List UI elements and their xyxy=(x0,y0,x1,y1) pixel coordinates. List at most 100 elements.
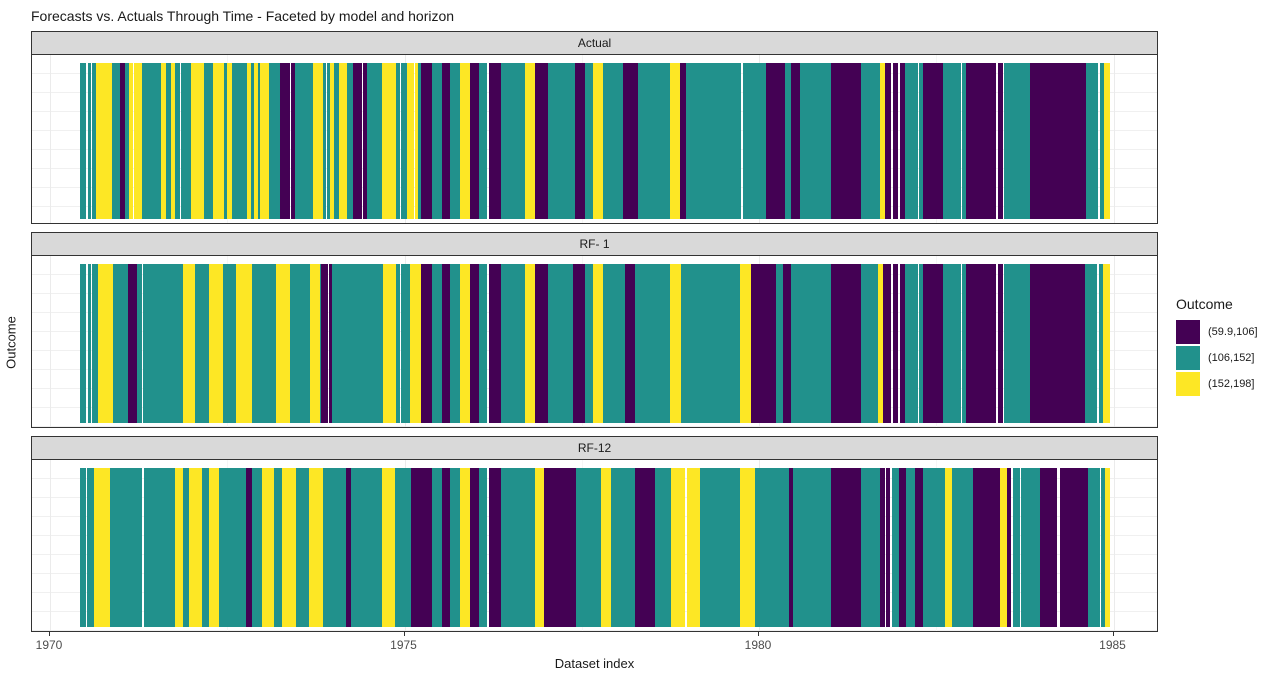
tile-run xyxy=(273,468,282,627)
tile-run xyxy=(655,468,671,627)
tile-run xyxy=(353,63,362,219)
tile-run xyxy=(420,63,432,219)
facet-panel-rf1 xyxy=(31,255,1158,428)
tile-run xyxy=(488,63,501,219)
facet-strip-rf1: RF- 1 xyxy=(31,232,1158,256)
tile-band xyxy=(32,264,1157,423)
tile-run xyxy=(339,63,347,219)
major-gridline xyxy=(50,55,51,223)
tile-run xyxy=(488,264,501,423)
tile-run xyxy=(183,468,189,627)
tile-run xyxy=(742,63,766,219)
tile-run xyxy=(535,468,544,627)
tile-run xyxy=(182,264,195,423)
tile-run xyxy=(755,468,789,627)
facet-strip-label: RF- 1 xyxy=(579,237,610,251)
tile-run xyxy=(501,264,525,423)
tile-run xyxy=(469,63,479,219)
tile-run xyxy=(923,468,945,627)
tile-run xyxy=(1103,264,1110,423)
tile-run xyxy=(534,63,548,219)
tile-run xyxy=(441,468,450,627)
tile-run xyxy=(906,468,915,627)
legend-items: (59.9,106] (106,152] (152,198] xyxy=(1172,320,1278,396)
tile-run xyxy=(534,264,548,423)
tile-run xyxy=(262,468,274,627)
tile-run xyxy=(219,468,246,627)
tile-run xyxy=(501,63,525,219)
tile-run xyxy=(501,468,535,627)
tile-run xyxy=(952,468,973,627)
tile-run xyxy=(80,63,86,219)
tile-run xyxy=(740,468,755,627)
major-gridline xyxy=(1113,460,1115,631)
tile-run xyxy=(899,468,906,627)
tile-run xyxy=(891,468,899,627)
tile-run xyxy=(592,63,603,219)
x-tick-label: 1970 xyxy=(35,638,63,652)
tile-run xyxy=(478,264,487,423)
tile-run xyxy=(97,264,113,423)
tile-run xyxy=(401,264,410,423)
tile-run xyxy=(246,63,251,219)
tile-run xyxy=(879,63,885,219)
tile-run xyxy=(294,63,313,219)
tile-run xyxy=(547,63,575,219)
tile-run xyxy=(923,63,943,219)
tile-run xyxy=(478,468,487,627)
tile-run xyxy=(165,63,171,219)
tile-run xyxy=(143,264,183,423)
x-tick-mark xyxy=(758,632,759,636)
tile-run xyxy=(111,63,120,219)
tile-run xyxy=(1004,63,1030,219)
facet-rf12: RF-12 xyxy=(31,436,1158,632)
facet-actual: Actual xyxy=(31,31,1158,224)
tile-run xyxy=(401,63,407,219)
tile-run xyxy=(572,264,585,423)
tile-run xyxy=(80,468,86,627)
tile-run xyxy=(269,63,280,219)
tile-run xyxy=(918,63,923,219)
tile-run xyxy=(394,468,411,627)
tile-run xyxy=(584,264,593,423)
tile-run xyxy=(679,63,686,219)
tile-run xyxy=(878,264,883,423)
tile-run xyxy=(962,63,966,219)
tile-run xyxy=(634,264,670,423)
tile-band xyxy=(32,63,1157,219)
tile-run xyxy=(861,468,880,627)
tile-run xyxy=(209,264,223,423)
tile-run xyxy=(252,264,276,423)
tile-run xyxy=(914,468,923,627)
tile-run xyxy=(904,63,918,219)
tile-run xyxy=(134,63,142,219)
facet-panel-actual xyxy=(31,54,1158,224)
tile-run xyxy=(943,264,961,423)
tile-run xyxy=(899,63,905,219)
tile-run xyxy=(125,63,129,219)
tile-run xyxy=(331,264,383,423)
tile-run xyxy=(227,63,232,219)
tile-run xyxy=(431,63,442,219)
tile-run xyxy=(87,63,91,219)
tile-run xyxy=(601,468,611,627)
tile-run xyxy=(788,468,793,627)
tile-run xyxy=(212,63,224,219)
tile-run xyxy=(469,468,479,627)
legend-label: (106,152] xyxy=(1208,352,1255,364)
tile-run xyxy=(246,468,252,627)
tile-run xyxy=(1007,468,1011,627)
tile-run xyxy=(449,63,460,219)
tile-run xyxy=(366,63,382,219)
tile-run xyxy=(973,468,1000,627)
tile-run xyxy=(143,468,175,627)
tile-run xyxy=(189,468,202,627)
tile-run xyxy=(766,63,785,219)
tile-run xyxy=(96,63,112,219)
tile-run xyxy=(309,264,320,423)
tile-run xyxy=(395,264,400,423)
tile-run xyxy=(624,264,635,423)
tile-run xyxy=(459,264,470,423)
tile-run xyxy=(611,468,635,627)
